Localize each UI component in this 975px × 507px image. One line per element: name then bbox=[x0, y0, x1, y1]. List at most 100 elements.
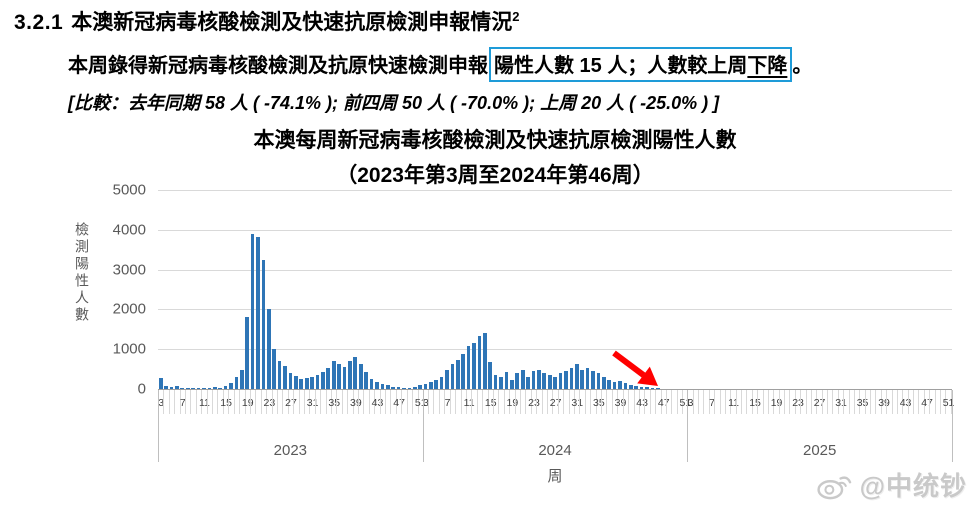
week-tick-label: 11 bbox=[199, 397, 210, 409]
bar-2023-week-17 bbox=[234, 377, 239, 389]
week-tick: 47 bbox=[658, 390, 670, 414]
gridline-1000 bbox=[158, 349, 952, 351]
week-tick bbox=[336, 390, 341, 414]
bar-slot bbox=[498, 190, 503, 389]
week-tick: 7 bbox=[179, 390, 186, 414]
week-tick bbox=[385, 390, 390, 414]
bar-slot bbox=[606, 190, 612, 389]
bar-2023-week-34 bbox=[326, 368, 331, 389]
summary-highlight-underlined: 下降 bbox=[747, 55, 788, 77]
bar-slot bbox=[428, 190, 433, 389]
week-tick bbox=[271, 390, 277, 414]
bar-slot bbox=[509, 190, 514, 389]
bar-slot bbox=[320, 190, 325, 389]
bar-slot bbox=[331, 190, 336, 389]
bar-slot bbox=[471, 190, 476, 389]
week-tick-label: 23 bbox=[263, 397, 276, 409]
bar-2023-week-33 bbox=[321, 372, 325, 389]
bar-2023-week-36 bbox=[337, 364, 341, 389]
week-tick: 27 bbox=[285, 390, 297, 414]
week-tick bbox=[449, 390, 455, 414]
week-tick-label: 7 bbox=[179, 397, 186, 409]
week-tick bbox=[276, 390, 282, 414]
week-tick: 7 bbox=[708, 390, 715, 414]
bar-slot bbox=[277, 190, 282, 389]
bar-slot bbox=[326, 190, 331, 389]
week-tick-label: 39 bbox=[614, 397, 627, 409]
week-tick-label: 43 bbox=[371, 397, 384, 409]
week-tick: 27 bbox=[550, 390, 561, 414]
week-tick bbox=[633, 390, 639, 414]
week-tick bbox=[778, 390, 784, 414]
bar-2023-week-30 bbox=[304, 378, 309, 389]
bar-slot bbox=[158, 190, 163, 389]
week-tick bbox=[918, 390, 923, 414]
bar-slot bbox=[488, 190, 493, 389]
bar-slot bbox=[196, 190, 201, 389]
week-tick bbox=[606, 390, 611, 414]
bar-slot bbox=[563, 190, 568, 389]
week-tick-label: 23 bbox=[792, 397, 804, 409]
week-tick: 51 bbox=[943, 390, 954, 414]
bar-2023-week-50 bbox=[412, 386, 417, 389]
bar-slot bbox=[601, 190, 606, 389]
week-tick-label: 31 bbox=[835, 397, 847, 409]
week-tick bbox=[206, 390, 212, 414]
bar-2023-week-45 bbox=[385, 385, 390, 389]
bar-2023-week-14 bbox=[218, 387, 222, 389]
week-tick bbox=[260, 390, 266, 414]
bar-2024-week-17 bbox=[499, 376, 503, 389]
bar-slot bbox=[299, 190, 304, 389]
week-tick bbox=[460, 390, 466, 414]
week-tick-label: 15 bbox=[220, 397, 232, 409]
year-group-2025 bbox=[687, 190, 952, 389]
week-tick bbox=[438, 390, 444, 414]
bar-slot bbox=[342, 190, 347, 389]
week-tick bbox=[784, 390, 789, 414]
bar-2023-week-19 bbox=[245, 316, 250, 389]
week-tick: 11 bbox=[199, 390, 210, 414]
bar-slot bbox=[180, 190, 185, 389]
summary-highlight-text: 陽性人數 15 人；人數較上周 bbox=[494, 55, 748, 77]
week-tick bbox=[907, 390, 913, 414]
bar-slot bbox=[504, 190, 509, 389]
week-tick: 43 bbox=[636, 390, 648, 414]
week-tick bbox=[525, 390, 530, 414]
week-tick bbox=[557, 390, 563, 414]
week-tick bbox=[212, 390, 217, 414]
bar-2023-week-25 bbox=[277, 361, 282, 389]
week-tick bbox=[735, 390, 741, 414]
bar-2023-week-9 bbox=[191, 388, 195, 389]
bar-2023-week-28 bbox=[294, 375, 298, 389]
bar-2024-week-23 bbox=[531, 370, 536, 389]
year-label-2024: 2024 bbox=[538, 442, 572, 459]
bar-slot bbox=[558, 190, 563, 389]
gridline-0 bbox=[158, 389, 952, 390]
week-tick bbox=[644, 390, 649, 414]
bar-slot bbox=[185, 190, 190, 389]
week-tick: 47 bbox=[921, 390, 933, 414]
bar-slot bbox=[644, 190, 649, 389]
week-tick bbox=[896, 390, 902, 414]
bar-slot bbox=[336, 190, 341, 389]
week-tick: 35 bbox=[593, 390, 605, 414]
week-tick bbox=[714, 390, 719, 414]
week-tick bbox=[368, 390, 374, 414]
week-tick bbox=[827, 390, 832, 414]
comparison-line: [比較：去年同期 58 人 ( -74.1% ); 前四周 50 人 ( -70… bbox=[68, 93, 720, 113]
chart-subtitle: （2023年第3周至2024年第46周） bbox=[336, 164, 654, 187]
week-tick: 15 bbox=[485, 390, 497, 414]
bar-2024-week-29 bbox=[564, 370, 568, 389]
bar-2023-week-6 bbox=[175, 386, 179, 389]
bar-slot bbox=[552, 190, 557, 389]
year-group-2023 bbox=[158, 190, 423, 389]
week-tick-label: 47 bbox=[921, 397, 933, 409]
bar-slot bbox=[358, 190, 363, 389]
bar-slot bbox=[234, 190, 239, 389]
week-tick: 43 bbox=[372, 390, 383, 414]
bar-2023-week-5 bbox=[169, 386, 174, 389]
bar-slot bbox=[423, 190, 428, 389]
week-tick-label: 11 bbox=[463, 397, 475, 409]
bar-slot bbox=[628, 190, 633, 389]
week-tick bbox=[498, 390, 503, 414]
